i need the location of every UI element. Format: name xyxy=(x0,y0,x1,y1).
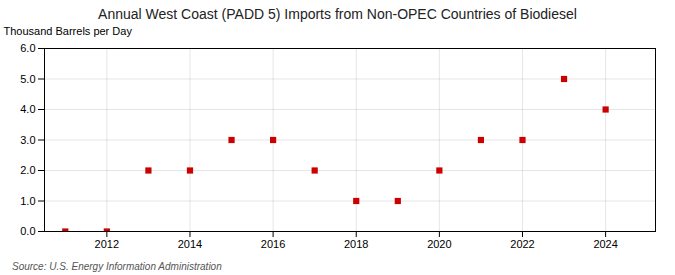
html-text:Annual West Coast (PADD 5) Imp: Annual West Coast (PADD 5) Imports from … xyxy=(98,6,577,22)
svg-text:2018: 2018 xyxy=(344,238,368,250)
svg-text:5.0: 5.0 xyxy=(20,73,35,85)
svg-text:2022: 2022 xyxy=(510,238,534,250)
svg-text:Thousand Barrels per Day: Thousand Barrels per Day xyxy=(4,25,133,37)
html-text:Source: U.S. Energy Informatio: Source: U.S. Energy Information Administ… xyxy=(12,261,222,272)
svg-text:2016: 2016 xyxy=(261,238,285,250)
svg-text:4.0: 4.0 xyxy=(20,103,35,115)
svg-text:3.0: 3.0 xyxy=(20,134,35,146)
svg-text:6.0: 6.0 xyxy=(20,42,35,54)
svg-text:2014: 2014 xyxy=(178,238,202,250)
svg-text:2012: 2012 xyxy=(95,238,119,250)
svg-text:2.0: 2.0 xyxy=(20,164,35,176)
svg-text:2020: 2020 xyxy=(427,238,451,250)
svg-text:1.0: 1.0 xyxy=(20,195,35,207)
svg-text:0.0: 0.0 xyxy=(20,225,35,237)
svg-text:2024: 2024 xyxy=(593,238,617,250)
